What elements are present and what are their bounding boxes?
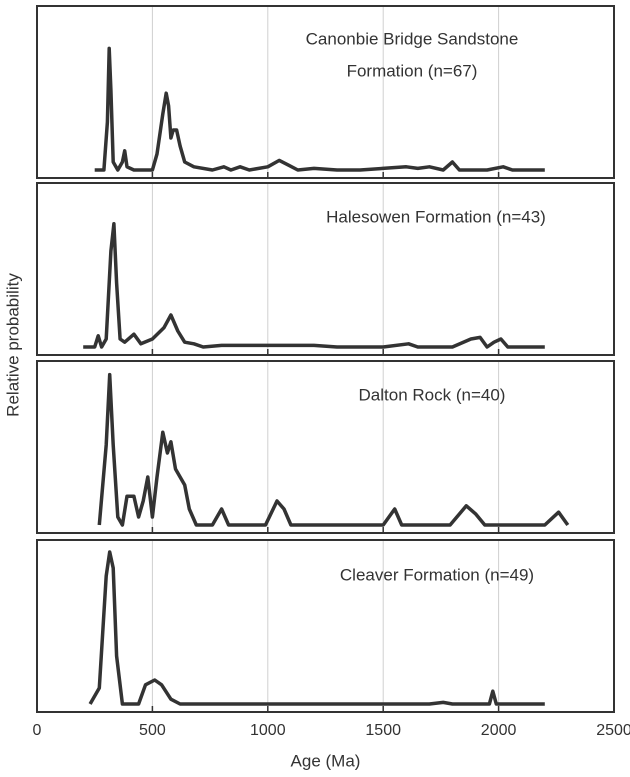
x-tick-label: 1500 bbox=[365, 722, 401, 739]
x-tick-label: 0 bbox=[33, 722, 42, 739]
panel-title: Dalton Rock (n=40) bbox=[359, 385, 506, 404]
x-tick-label: 500 bbox=[139, 722, 166, 739]
panel-title: Cleaver Formation (n=49) bbox=[340, 565, 534, 584]
panel-title: Canonbie Bridge Sandstone bbox=[306, 29, 519, 48]
probability-curve bbox=[83, 222, 545, 349]
probability-curve bbox=[97, 372, 570, 527]
panel-frame bbox=[36, 5, 615, 179]
probability-curve bbox=[94, 46, 545, 172]
panel-frame bbox=[36, 182, 615, 356]
probability-curve bbox=[88, 550, 545, 706]
x-axis-label: Age (Ma) bbox=[291, 751, 361, 770]
y-axis-label: Relative probability bbox=[3, 273, 22, 417]
panel-frame bbox=[36, 539, 615, 713]
x-tick-label: 2500 bbox=[596, 722, 630, 739]
panel-title: Halesowen Formation (n=43) bbox=[326, 207, 546, 226]
panel-title: Formation (n=67) bbox=[347, 61, 478, 80]
x-tick-label: 1000 bbox=[250, 722, 286, 739]
x-tick-label: 2000 bbox=[481, 722, 517, 739]
panel-frame bbox=[36, 360, 615, 534]
